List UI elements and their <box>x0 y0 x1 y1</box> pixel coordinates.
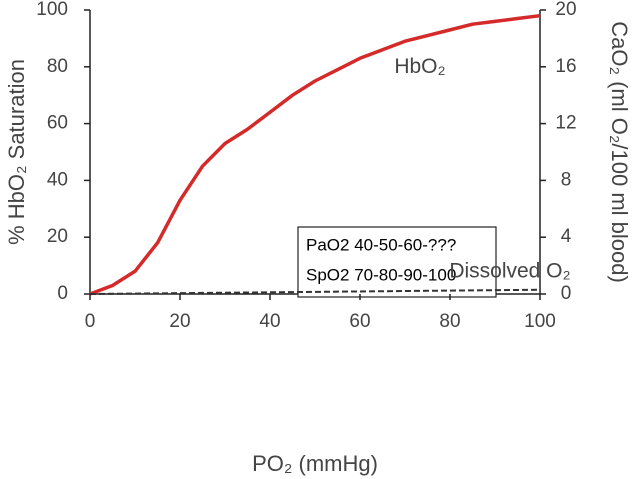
x-tick-label: 40 <box>259 311 280 332</box>
series-line <box>89 13 541 296</box>
y-tick-label: 40 <box>47 169 68 190</box>
x-tick-label: 80 <box>439 311 460 332</box>
x-tick-label: 60 <box>349 311 370 332</box>
y2-tick-label: 4 <box>561 226 572 247</box>
annotation-box <box>297 226 497 298</box>
x-tick-label: 100 <box>524 311 556 332</box>
x-tick-label: 20 <box>169 311 190 332</box>
y-tick-label: 0 <box>57 283 68 304</box>
y2-tick-label: 0 <box>561 283 572 304</box>
y-axis-label: % HbO₂ Saturation <box>4 59 29 245</box>
y2-tick-label: 20 <box>555 0 576 20</box>
y2-tick-label: 12 <box>555 113 576 134</box>
series-line <box>89 288 541 295</box>
y-tick-label: 60 <box>47 113 68 134</box>
series-label: Dissolved O₂ <box>449 259 570 282</box>
x-tick-label: 0 <box>85 311 96 332</box>
y2-tick-label: 8 <box>561 169 572 190</box>
annotation: SpO2 70-80-90-100 <box>306 265 456 284</box>
y2-axis-label: CaO₂ (ml O₂/100 ml blood) <box>607 21 632 283</box>
y2-tick-label: 16 <box>555 56 576 77</box>
annotation: PaO2 40-50-60-??? <box>306 235 456 254</box>
y-tick-label: 20 <box>47 226 68 247</box>
y-tick-label: 100 <box>36 0 68 20</box>
x-axis-label: PO₂ (mmHg) <box>252 451 378 476</box>
y-tick-label: 80 <box>47 56 68 77</box>
series-label: HbO₂ <box>394 55 445 78</box>
